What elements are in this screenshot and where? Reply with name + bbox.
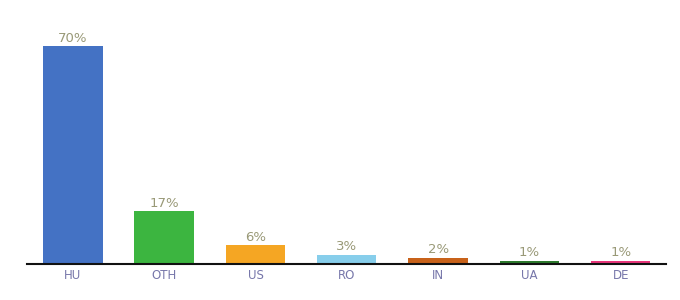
Text: 70%: 70% (58, 32, 88, 45)
Text: 6%: 6% (245, 231, 266, 244)
Text: 3%: 3% (336, 240, 358, 253)
Text: 1%: 1% (519, 246, 540, 259)
Text: 2%: 2% (428, 243, 449, 256)
Bar (500, 261, 559, 264)
Text: 1%: 1% (610, 246, 631, 259)
Bar (43, 46, 103, 264)
Bar (409, 258, 468, 264)
Bar (226, 245, 285, 264)
Bar (591, 261, 650, 264)
Text: 17%: 17% (150, 196, 179, 209)
Bar (317, 255, 377, 264)
Bar (135, 211, 194, 264)
